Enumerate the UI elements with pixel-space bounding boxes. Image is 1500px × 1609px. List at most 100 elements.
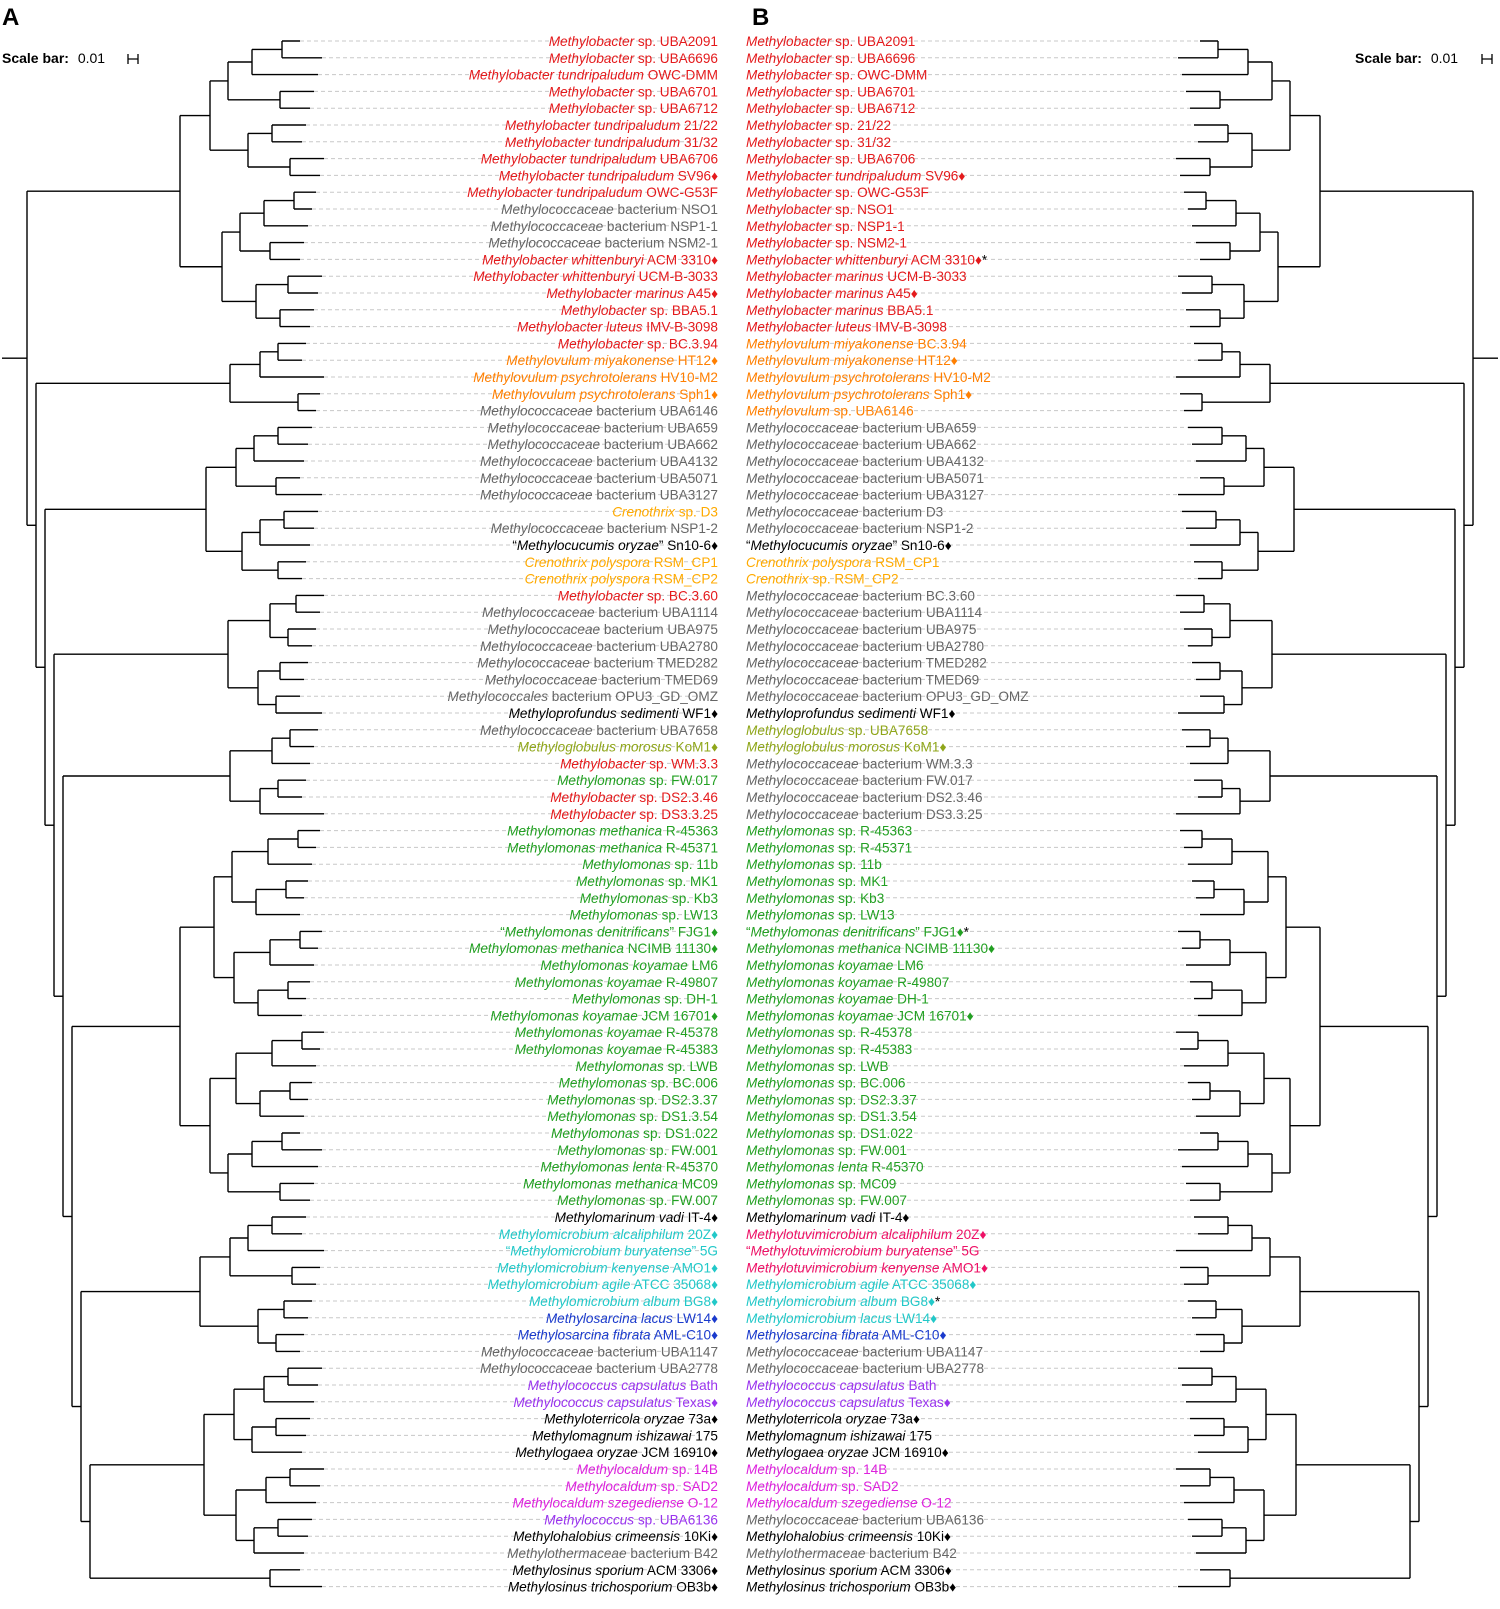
strain-id: Bath [905, 1378, 937, 1393]
strain-id: sp. UBA6712 [831, 101, 915, 116]
type-strain-diamond-icon: ♦ [945, 1563, 952, 1578]
tip-label: Methylococcaceae bacterium DS3.3.25 [746, 807, 983, 822]
type-strain-diamond-icon: ♦ [981, 1260, 988, 1275]
tip-label: Methylomonas sp. DS1.3.54 [547, 1109, 718, 1124]
taxon-name: Methylobacter [746, 101, 832, 116]
tip-label: Methyloterricola oryzae 73a♦ [746, 1412, 920, 1427]
tip-label: Methylococcaceae bacterium UBA975 [488, 622, 718, 637]
type-strain-diamond-icon: ♦ [711, 1260, 718, 1275]
taxon-name: Methylococcaceae [746, 471, 859, 486]
strain-id: sp. LWB [834, 1059, 888, 1074]
strain-id: R-45370 [662, 1160, 718, 1175]
taxon-name: Methylococcaceae [480, 723, 593, 738]
tip-label: Methylococcaceae bacterium TMED69 [485, 672, 718, 687]
tip-label: Methylococcaceae bacterium UBA6136 [746, 1512, 984, 1527]
tip-label: Methylosarcina fibrata AML-C10♦ [746, 1328, 946, 1343]
tip-label: “Methylomonas denitrificans” FJG1♦* [746, 924, 970, 939]
tip-label: Methylobacter sp. BC.3.60 [558, 588, 719, 603]
strain-id: bacterium DS2.3.46 [859, 790, 983, 805]
taxon-name: Methylococcus capsulatus [746, 1395, 905, 1410]
scale-value-a: 0.01 [78, 50, 105, 66]
strain-id: sp. DS1.022 [834, 1126, 913, 1141]
strain-id: bacterium NSP1-2 [603, 521, 718, 536]
tip-label: Methylosinus trichosporium OB3b♦ [508, 1580, 718, 1595]
taxon-name: Methylomonas koyamae [515, 1042, 663, 1057]
taxon-name: Methylococcaceae [746, 807, 859, 822]
strain-id: sp. UBA7658 [844, 723, 928, 738]
taxon-name: Methyloterricola oryzae [746, 1412, 887, 1427]
tip-label: Crenothrix sp. D3 [612, 504, 718, 519]
tip-label: Methylomonas sp. 11b [746, 857, 882, 872]
strain-id: sp. R-45363 [834, 824, 912, 839]
strain-id: R-45371 [662, 840, 718, 855]
taxon-name: Methylomonas [746, 1193, 835, 1208]
taxon-name: Methylomonas [547, 1092, 636, 1107]
tip-label: Methylomarinum vadi IT-4♦ [746, 1210, 909, 1225]
strain-id: 175 [692, 1428, 718, 1443]
taxon-name: Methylothermaceae [746, 1546, 866, 1561]
tip-label: Methylobacter sp. UBA6712 [549, 101, 718, 116]
tip-label: Methylocaldum sp. SAD2 [746, 1479, 899, 1494]
taxon-name: Methylococcaceae [477, 656, 590, 671]
strain-id: sp. DS1.3.54 [636, 1109, 719, 1124]
tip-label: Methylococcaceae bacterium DS2.3.46 [746, 790, 983, 805]
tip-label: Methylomagnum ishizawai 175 [746, 1428, 932, 1443]
taxon-name: Methylococcaceae [480, 471, 593, 486]
taxon-name: Methylobacter [549, 34, 635, 49]
scale-bar-b-icon [1481, 54, 1493, 64]
tip-label: Methylococcaceae bacterium NSO1 [501, 202, 718, 217]
strain-id: WF1 [679, 706, 711, 721]
strain-id: sp. UBA6146 [830, 404, 914, 419]
taxon-name: Crenothrix polyspora [525, 555, 651, 570]
strain-id: sp. OWC-G53F [831, 185, 928, 200]
taxon-name: Methylobacter [549, 84, 635, 99]
tip-label: Methylococcaceae bacterium UBA7658 [480, 723, 718, 738]
taxon-name: Methylomonas [746, 1126, 835, 1141]
taxon-name: Methylomonas koyamae [540, 958, 688, 973]
taxon-name: Methylobacter whittenburyi [746, 252, 909, 267]
type-strain-diamond-icon: ♦ [965, 387, 972, 402]
tip-label: Methylobacter sp. DS3.3.25 [550, 807, 718, 822]
strain-id: R-49807 [662, 975, 718, 990]
type-strain-diamond-icon: ♦ [958, 168, 965, 183]
strain-id: R-45370 [868, 1160, 924, 1175]
type-strain-diamond-icon: ♦ [711, 353, 718, 368]
strain-id: ” 5G [953, 1244, 979, 1259]
strain-id: 20Z [952, 1227, 979, 1242]
tip-label: Methylovulum miyakonense HT12♦ [506, 353, 718, 368]
tip-label: Methylomonas sp. LW13 [569, 908, 718, 923]
strain-id: bacterium OPU3_GD_OMZ [859, 689, 1029, 704]
tip-label: Methylococcaceae bacterium NSP1-2 [491, 521, 718, 536]
taxon-name: Methylococcaceae [488, 420, 601, 435]
open-quote: “ [746, 1244, 751, 1259]
strain-id: MC09 [678, 1176, 718, 1191]
taxon-name: Methylomonas [551, 1126, 640, 1141]
tip-label: Methylococcaceae bacterium UBA3127 [746, 488, 984, 503]
type-strain-diamond-icon: ♦ [711, 1294, 718, 1309]
strain-id: sp. BBA5.1 [646, 303, 718, 318]
tip-label: Methylobacter whittenburyi ACM 3310♦* [746, 252, 988, 267]
tip-label: Methylobacter sp. NSM2-1 [746, 236, 907, 251]
tip-label: Methylomonas sp. DS2.3.37 [547, 1092, 718, 1107]
tip-label: Methylomonas sp. FW.001 [746, 1143, 907, 1158]
taxon-name: Methylococcaceae [746, 1344, 859, 1359]
tip-label: Methylomonas sp. FW.007 [557, 1193, 718, 1208]
type-strain-diamond-icon: ♦ [928, 1294, 935, 1309]
tip-label: Methylococcus sp. UBA6136 [544, 1512, 718, 1527]
type-strain-diamond-icon: ♦ [957, 924, 964, 939]
strain-id: NCIMB 11130 [901, 941, 989, 956]
tip-label: Methylomarinum vadi IT-4♦ [555, 1210, 718, 1225]
scale-bar-a: Scale bar: 0.01 [2, 50, 139, 66]
strain-id: sp. R-45383 [834, 1042, 912, 1057]
taxon-name: Methylomonas [557, 1193, 646, 1208]
taxon-name: Methylococcus capsulatus [528, 1378, 687, 1393]
strain-id: 20Z [684, 1227, 711, 1242]
taxon-name: Methylomonas methanica [469, 941, 624, 956]
strain-id: 10Ki [913, 1529, 944, 1544]
strain-id: JCM 16910 [868, 1445, 942, 1460]
taxon-name: Methylosarcina fibrata [518, 1328, 651, 1343]
strain-id: bacterium BC.3.60 [859, 588, 976, 603]
taxon-name: Methylovulum psychrotolerans [473, 370, 657, 385]
strain-id: bacterium D3 [859, 504, 944, 519]
